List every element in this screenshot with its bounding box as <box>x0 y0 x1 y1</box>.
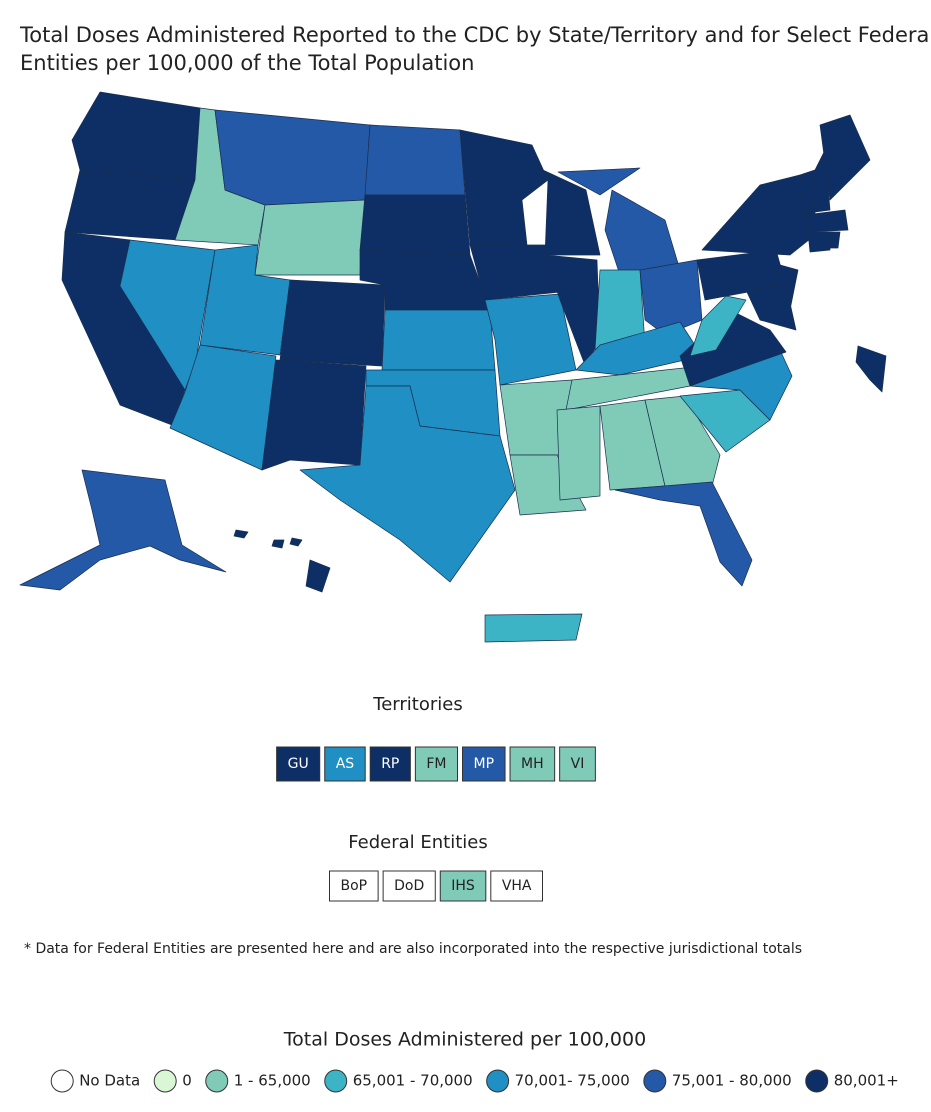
region[interactable] <box>829 231 841 249</box>
box-label: IHS <box>451 878 475 894</box>
entity-box[interactable] <box>329 870 379 902</box>
region[interactable] <box>807 231 831 253</box>
region[interactable] <box>233 529 249 539</box>
region[interactable] <box>689 295 747 357</box>
territories-title: Territories <box>372 694 462 715</box>
legend-label: 80,001+ <box>834 1072 899 1090</box>
region[interactable] <box>169 344 277 471</box>
region[interactable] <box>261 359 367 471</box>
region[interactable] <box>271 537 303 549</box>
region[interactable] <box>299 385 516 583</box>
region[interactable] <box>71 91 201 181</box>
legend-label: No Data <box>79 1072 140 1090</box>
box-label: RP <box>381 756 399 772</box>
legend-label: 75,001 - 80,000 <box>672 1072 792 1090</box>
region[interactable] <box>64 169 196 241</box>
entity-box[interactable] <box>324 746 366 782</box>
us-map <box>19 91 887 643</box>
footnote: * Data for Federal Entities are presente… <box>24 941 802 957</box>
legend-label: 1 - 65,000 <box>234 1072 311 1090</box>
region[interactable] <box>575 321 703 376</box>
box-label: VI <box>571 756 585 772</box>
legend-swatch <box>153 1069 177 1093</box>
box-label: BoP <box>341 878 368 894</box>
region[interactable] <box>644 395 721 487</box>
federal-row: BoP DoD IHS VHA <box>329 870 543 902</box>
entity-box[interactable] <box>439 870 487 902</box>
entity-box[interactable] <box>462 746 506 782</box>
region[interactable] <box>804 209 849 233</box>
region[interactable] <box>279 279 386 367</box>
federal-title: Federal Entities <box>348 832 487 853</box>
legend-swatch <box>50 1069 74 1093</box>
region[interactable] <box>701 174 816 256</box>
region[interactable] <box>381 309 496 371</box>
entity-box[interactable] <box>369 746 411 782</box>
entity-box[interactable] <box>490 870 543 902</box>
title-line: Total Doses Administered Reported to the… <box>19 23 931 47</box>
region[interactable] <box>484 613 583 643</box>
legend-swatch <box>205 1069 229 1093</box>
region[interactable] <box>359 194 471 256</box>
territory-row: GU AS RP FM MP MH VI <box>276 746 596 782</box>
legend-label: 70,001- 75,000 <box>515 1072 630 1090</box>
region[interactable] <box>531 164 601 256</box>
region[interactable] <box>614 481 753 587</box>
region[interactable] <box>305 559 331 593</box>
region[interactable] <box>214 109 371 206</box>
entity-box[interactable] <box>276 746 321 782</box>
box-label: MP <box>474 756 495 772</box>
region[interactable] <box>364 124 466 196</box>
box-label: DoD <box>394 878 424 894</box>
box-label: VHA <box>502 878 532 894</box>
region[interactable] <box>819 114 871 201</box>
region[interactable] <box>745 284 797 331</box>
legend-label: 0 <box>182 1072 192 1090</box>
entity-box[interactable] <box>509 746 556 782</box>
legend: No Data 0 1 - 65,000 65,001 - 70,000 70,001-… <box>50 1069 899 1093</box>
region[interactable] <box>254 199 366 276</box>
box-label: MH <box>521 756 544 772</box>
region[interactable] <box>855 345 887 393</box>
legend-label: 65,001 - 70,000 <box>353 1072 473 1090</box>
box-label: GU <box>288 756 309 772</box>
region[interactable] <box>639 259 703 336</box>
legend-swatch <box>486 1069 510 1093</box>
region[interactable] <box>19 469 227 591</box>
region[interactable] <box>556 405 601 501</box>
legend-swatch <box>324 1069 348 1093</box>
entity-box[interactable] <box>382 870 436 902</box>
entity-box[interactable] <box>559 746 596 782</box>
entity-box[interactable] <box>414 746 459 782</box>
legend-swatch <box>805 1069 829 1093</box>
region[interactable] <box>509 454 587 516</box>
legend-swatch <box>643 1069 667 1093</box>
legend-title: Total Doses Administered per 100,000 <box>283 1029 646 1051</box>
title-line: Entities per 100,000 of the Total Popula… <box>20 51 474 75</box>
box-label: AS <box>336 756 355 772</box>
region[interactable] <box>484 293 577 386</box>
region[interactable] <box>459 129 549 246</box>
box-label: FM <box>426 756 446 772</box>
